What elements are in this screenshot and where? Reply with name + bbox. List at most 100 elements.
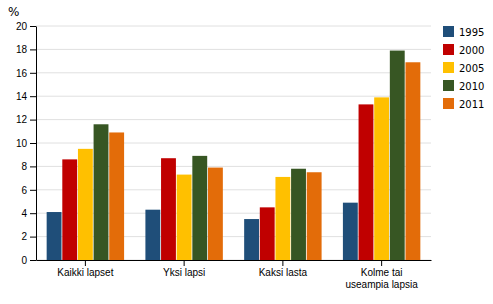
x-tick-label-line: useampia lapsia [345, 279, 418, 290]
x-tick-label: Kaikki lapset [57, 267, 113, 278]
bar [78, 149, 93, 260]
bar [291, 169, 306, 260]
y-tick: 0 [21, 255, 36, 266]
y-tick-mark [30, 26, 36, 27]
y-axis-line [36, 27, 37, 261]
x-tick-label-line: Yksi lapsi [163, 267, 205, 278]
y-tick-label: 12 [16, 114, 28, 125]
bar-series [78, 97, 389, 260]
bar [47, 212, 62, 260]
grid [36, 26, 431, 260]
x-tick-label-line: Kaksi lasta [259, 267, 308, 278]
legend-label: 2010 [459, 81, 484, 92]
x-axis-line [37, 260, 432, 261]
x-tick-label: Kaksi lasta [259, 267, 308, 278]
bar-series [109, 62, 420, 260]
bar [307, 172, 322, 260]
y-tick-label: 6 [21, 185, 27, 196]
y-tick-label: 8 [21, 161, 27, 172]
bar [208, 168, 223, 260]
x-tick: Kaikki lapset [57, 260, 113, 278]
x-tick: Kolme taiuseampia lapsia [345, 260, 418, 290]
legend-swatch [443, 62, 454, 73]
bar [192, 156, 207, 260]
bar [405, 62, 420, 260]
y-tick: 4 [21, 208, 36, 219]
bar [161, 158, 176, 260]
y-axis-label: % [8, 5, 19, 19]
legend-item: 2010 [443, 80, 484, 92]
y-tick: 14 [16, 91, 36, 102]
y-tick: 16 [16, 68, 36, 79]
bar-series [94, 51, 405, 260]
y-tick: 8 [21, 161, 36, 172]
y-tick: 20 [16, 21, 36, 32]
grid-line [36, 72, 431, 73]
legend-label: 2011 [459, 99, 484, 110]
y-tick-mark [30, 260, 36, 261]
y-tick-label: 20 [16, 21, 28, 32]
y-tick-mark [30, 49, 36, 50]
bar [374, 97, 389, 260]
legend-swatch [443, 80, 454, 91]
y-tick-mark [30, 96, 36, 97]
y-tick: 2 [21, 231, 36, 242]
bar [109, 132, 124, 260]
chart: Kaikki lapset Yksi lapsi Kaksi lasta Kolme … [0, 0, 493, 304]
legend-item: 1995 [443, 26, 484, 38]
bar [244, 219, 259, 260]
y-tick-mark [30, 73, 36, 74]
bar [94, 124, 109, 260]
x-tick-mark [282, 260, 283, 266]
grid-line [36, 26, 431, 27]
legend-swatch [443, 98, 454, 109]
y-tick-mark [30, 213, 36, 214]
grid-line [36, 49, 431, 50]
y-tick-label: 0 [21, 255, 27, 266]
bar [359, 104, 374, 260]
y-tick: 6 [21, 185, 36, 196]
y-tick-mark [30, 237, 36, 238]
x-tick-label: Kolme taiuseampia lapsia [345, 267, 418, 290]
y-axis: 0 2 4 6 8 10 12 14 16 18 20 [16, 21, 37, 266]
x-tick: Kaksi lasta [259, 260, 308, 278]
bar [260, 207, 275, 260]
bars [47, 51, 421, 260]
bar [275, 177, 290, 260]
legend-swatch [443, 26, 454, 37]
legend-item: 2000 [443, 44, 484, 56]
legend-item: 2005 [443, 62, 484, 74]
y-tick: 12 [16, 114, 36, 125]
x-tick-label: Yksi lapsi [163, 267, 205, 278]
legend-label: 1995 [459, 27, 484, 38]
grid-line [36, 96, 431, 97]
bar [390, 51, 405, 260]
y-tick-mark [30, 120, 36, 121]
x-tick: Yksi lapsi [163, 260, 205, 278]
y-tick-label: 16 [16, 68, 28, 79]
bar [62, 159, 77, 260]
y-tick-mark [30, 143, 36, 144]
bar-series [62, 104, 373, 260]
bar [145, 210, 160, 260]
bar [343, 203, 358, 260]
legend-label: 2000 [459, 45, 484, 56]
x-tick-mark [381, 260, 382, 266]
y-tick-label: 18 [16, 44, 28, 55]
legend-label: 2005 [459, 63, 484, 74]
y-tick-mark [30, 166, 36, 167]
plot: Kaikki lapset Yksi lapsi Kaksi lasta Kolme … [16, 21, 432, 290]
x-tick-label-line: Kolme tai [361, 267, 403, 278]
legend-swatch [443, 44, 454, 55]
y-tick-mark [30, 190, 36, 191]
x-tick-mark [184, 260, 185, 266]
bar [177, 175, 192, 260]
y-tick-label: 2 [21, 231, 27, 242]
x-axis: Kaikki lapset Yksi lapsi Kaksi lasta Kolme … [37, 260, 432, 290]
y-tick-label: 10 [16, 138, 28, 149]
y-tick: 10 [16, 138, 36, 149]
legend-item: 2011 [443, 98, 484, 110]
y-tick-label: 4 [21, 208, 27, 219]
legend: 1995 2000 2005 2010 2011 [443, 26, 484, 110]
x-tick-label-line: Kaikki lapset [57, 267, 113, 278]
